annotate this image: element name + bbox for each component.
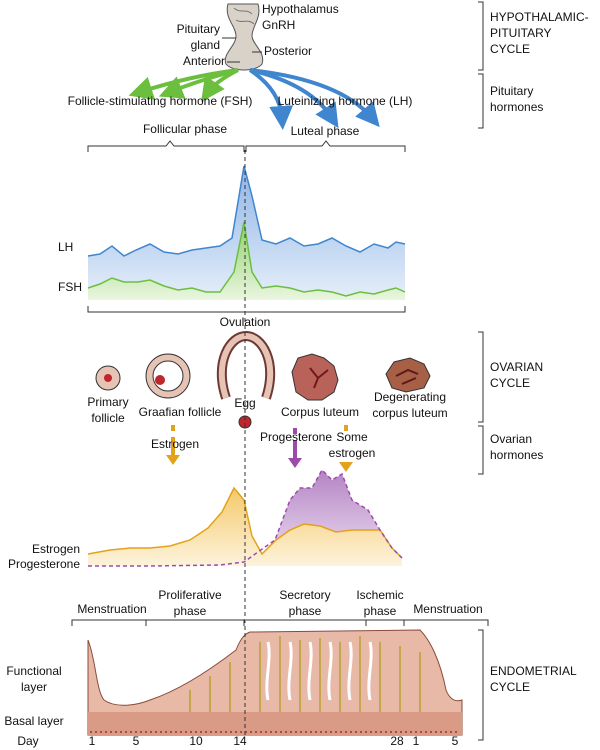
section-title: CYCLE bbox=[490, 680, 530, 694]
phase-label: Secretory bbox=[279, 588, 330, 602]
layer-label: Basal layer bbox=[4, 714, 63, 728]
phase-label: phase bbox=[174, 604, 207, 618]
label: GnRH bbox=[262, 18, 295, 32]
day: 5 bbox=[133, 734, 140, 748]
curve-label: Estrogen bbox=[32, 542, 80, 556]
day: 1 bbox=[413, 734, 420, 748]
label: Follicular phase bbox=[143, 122, 227, 136]
section-title: CYCLE bbox=[490, 42, 530, 56]
curve-label: FSH bbox=[58, 280, 82, 294]
brace bbox=[87, 306, 406, 313]
section-title: HYPOTHALAMIC- bbox=[490, 10, 589, 24]
label: Pituitary bbox=[177, 22, 220, 36]
label: Anterior bbox=[183, 54, 225, 68]
brace bbox=[71, 619, 489, 626]
day: 10 bbox=[189, 734, 203, 748]
brace bbox=[87, 140, 406, 152]
day: 1 bbox=[89, 734, 96, 748]
phase-label: Ischemic bbox=[356, 588, 403, 602]
phase-label: Menstruation bbox=[77, 602, 146, 616]
label: Graafian follicle bbox=[139, 405, 222, 419]
arrows bbox=[128, 68, 380, 130]
pituitary-curves bbox=[87, 165, 406, 300]
label: Follicle-stimulating hormone (FSH) bbox=[68, 94, 253, 108]
section-title: Pituitary bbox=[490, 84, 533, 98]
label: Luteinizing hormone (LH) bbox=[278, 94, 413, 108]
label: Posterior bbox=[264, 44, 312, 58]
label: follicle bbox=[91, 411, 125, 425]
curve-label: Progesterone bbox=[8, 557, 80, 571]
label: estrogen bbox=[329, 446, 376, 460]
endometrium-illustration bbox=[87, 629, 463, 736]
pituitary-illustration bbox=[224, 3, 264, 71]
phase-label: Menstruation bbox=[413, 602, 482, 616]
label: Corpus luteum bbox=[281, 405, 359, 419]
section-title: OVARIAN bbox=[490, 360, 543, 374]
label: Degenerating bbox=[374, 390, 446, 404]
phase-label: phase bbox=[289, 604, 322, 618]
section-title: ENDOMETRIAL bbox=[490, 664, 577, 678]
label: corpus luteum bbox=[372, 406, 447, 420]
curve-label: LH bbox=[58, 240, 73, 254]
section-title: CYCLE bbox=[490, 376, 530, 390]
label: Hypothalamus bbox=[262, 2, 339, 16]
label: Luteal phase bbox=[291, 124, 360, 138]
label: gland bbox=[191, 38, 220, 52]
layer-label: layer bbox=[21, 680, 47, 694]
day: 28 bbox=[390, 734, 404, 748]
day: 5 bbox=[452, 734, 459, 748]
section-title: Ovarian bbox=[490, 432, 532, 446]
phase-label: Proliferative bbox=[158, 588, 222, 602]
label: Ovulation bbox=[220, 315, 271, 329]
layer-label: Functional bbox=[6, 664, 61, 678]
day: 14 bbox=[233, 734, 247, 748]
label: Some bbox=[336, 430, 368, 444]
phase-label: phase bbox=[364, 604, 397, 618]
section-brackets bbox=[478, 1, 484, 741]
day-label: Day bbox=[17, 734, 38, 748]
hormone-arrows bbox=[166, 425, 353, 472]
section-title: hormones bbox=[490, 448, 543, 462]
label: Estrogen bbox=[151, 437, 199, 451]
section-title: hormones bbox=[490, 100, 543, 114]
section-title: PITUITARY bbox=[490, 26, 552, 40]
ovarian-curves bbox=[87, 468, 403, 567]
ovary-illustrations bbox=[95, 330, 431, 429]
label: Primary bbox=[87, 395, 128, 409]
label: Progesterone bbox=[260, 430, 332, 444]
